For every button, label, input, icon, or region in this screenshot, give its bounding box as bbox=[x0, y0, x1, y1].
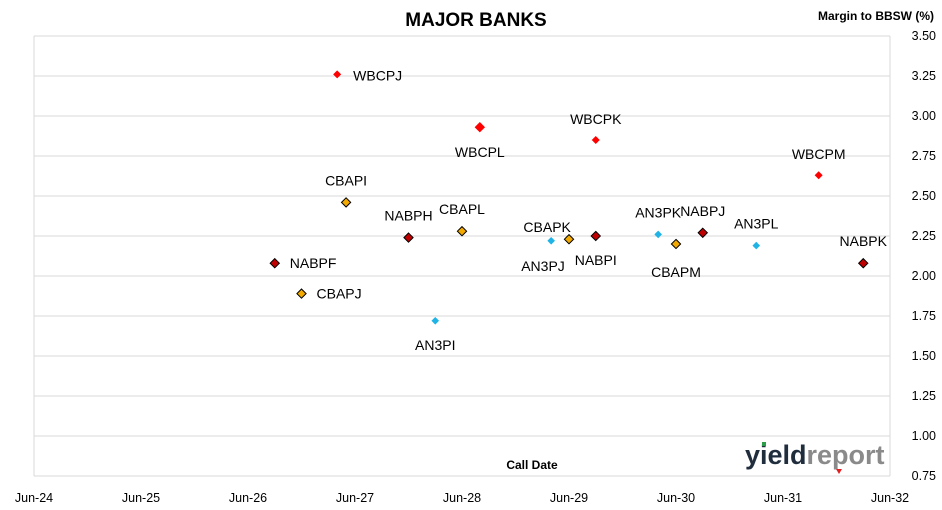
x-axis-title: Call Date bbox=[506, 458, 558, 472]
data-point-wbcpl bbox=[474, 122, 486, 133]
data-label-an3pi: AN3PI bbox=[415, 337, 455, 353]
y-tick-label: 2.75 bbox=[912, 149, 936, 163]
data-point-cbapi bbox=[340, 197, 352, 208]
data-point-cbapl bbox=[456, 225, 468, 237]
data-label-nabpf: NABPF bbox=[290, 255, 337, 271]
y-tick-label: 2.25 bbox=[912, 229, 936, 243]
x-tick-label: Jun-30 bbox=[657, 491, 695, 505]
data-label-wbcpm: WBCPM bbox=[792, 146, 846, 162]
watermark-dot bbox=[762, 442, 766, 446]
y-tick-label: 2.00 bbox=[912, 269, 936, 283]
data-label-cbapk: CBAPK bbox=[523, 219, 571, 235]
data-point-cbapk bbox=[547, 237, 555, 245]
y-tick-label: 1.00 bbox=[912, 429, 936, 443]
y-tick-label: 3.50 bbox=[912, 29, 936, 43]
x-tick-label: Jun-31 bbox=[764, 491, 802, 505]
data-point-cbapm bbox=[670, 238, 682, 250]
y-tick-label: 3.00 bbox=[912, 109, 936, 123]
x-tick-label: Jun-27 bbox=[336, 491, 374, 505]
data-label-cbapl: CBAPL bbox=[439, 201, 485, 217]
x-axis-ticks: Jun-24 Jun-25 Jun-26 Jun-27 Jun-28 Jun-29 Jun-… bbox=[15, 491, 909, 505]
y-tick-label: 2.50 bbox=[912, 189, 936, 203]
data-point-wbcpk bbox=[591, 136, 600, 144]
x-tick-label: Jun-26 bbox=[229, 491, 267, 505]
y-axis-title: Margin to BBSW (%) bbox=[818, 9, 934, 23]
x-tick-label: Jun-25 bbox=[122, 491, 160, 505]
data-point-an3pk bbox=[654, 230, 662, 239]
y-tick-label: 0.75 bbox=[912, 469, 936, 483]
data-point-an3pj bbox=[563, 233, 575, 245]
watermark-arrow bbox=[836, 469, 842, 474]
watermark-logo: yieldreport bbox=[745, 440, 885, 474]
y-axis-ticks: 0.75 1.00 1.25 1.50 1.75 2.00 2.25 2.50 2.75 3.00… bbox=[912, 29, 936, 483]
data-label-nabpj: NABPJ bbox=[680, 203, 725, 219]
y-tick-label: 3.25 bbox=[912, 69, 936, 83]
data-point-nabpi bbox=[590, 230, 602, 242]
data-point-wbcpj bbox=[333, 70, 342, 79]
data-point-cbapj bbox=[296, 288, 307, 299]
data-labels: NABPF CBAPJ WBCPJ CBAPI NABPH AN3PI CBAPL WBCPL… bbox=[290, 67, 888, 352]
data-point-nabph bbox=[403, 232, 414, 243]
gridlines bbox=[33, 35, 891, 477]
data-label-an3pj: AN3PJ bbox=[521, 258, 565, 274]
data-label-nabpk: NABPK bbox=[840, 233, 888, 249]
data-label-nabpi: NABPI bbox=[575, 252, 617, 268]
chart-title: MAJOR BANKS bbox=[405, 10, 546, 31]
data-point-nabpf bbox=[269, 257, 281, 269]
data-point-nabpk bbox=[857, 257, 869, 269]
watermark-part-1: yield bbox=[745, 440, 807, 470]
data-label-cbapm: CBAPM bbox=[651, 264, 701, 280]
y-tick-label: 1.25 bbox=[912, 389, 936, 403]
x-tick-label: Jun-28 bbox=[443, 491, 481, 505]
x-tick-label: Jun-24 bbox=[15, 491, 53, 505]
data-label-wbcpk: WBCPK bbox=[570, 111, 622, 127]
data-label-wbcpl: WBCPL bbox=[455, 144, 505, 160]
data-label-an3pl: AN3PL bbox=[734, 216, 779, 232]
data-point-an3pi bbox=[431, 317, 440, 325]
y-tick-label: 1.75 bbox=[912, 309, 936, 323]
data-label-an3pk: AN3PK bbox=[635, 204, 682, 220]
svg-text:yieldreport: yieldreport bbox=[745, 440, 885, 470]
data-label-nabph: NABPH bbox=[384, 208, 432, 224]
x-tick-label: Jun-32 bbox=[871, 491, 909, 505]
data-point-wbcpm bbox=[814, 171, 823, 180]
data-points bbox=[269, 70, 869, 325]
data-label-wbcpj: WBCPJ bbox=[353, 67, 402, 83]
x-tick-label: Jun-29 bbox=[550, 491, 588, 505]
data-point-an3pl bbox=[752, 241, 761, 250]
y-tick-label: 1.50 bbox=[912, 349, 936, 363]
data-label-cbapi: CBAPI bbox=[325, 172, 367, 188]
data-label-cbapj: CBAPJ bbox=[317, 286, 362, 302]
data-point-nabpj bbox=[697, 227, 709, 239]
watermark-part-2: report bbox=[807, 440, 885, 470]
